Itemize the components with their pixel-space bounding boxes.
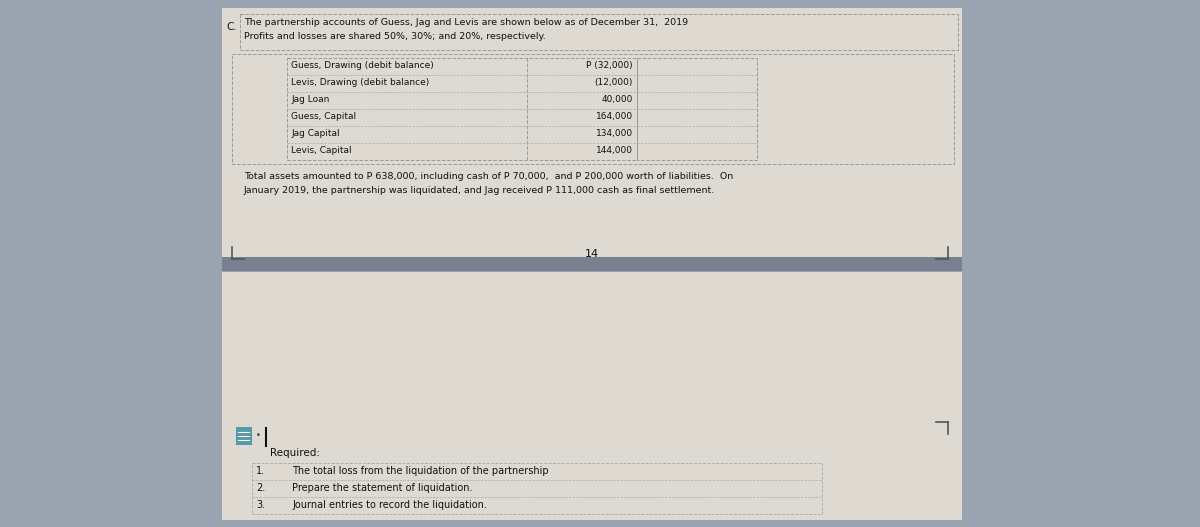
- Text: Guess, Drawing (debit balance): Guess, Drawing (debit balance): [292, 61, 433, 70]
- FancyBboxPatch shape: [222, 257, 962, 271]
- Text: C.: C.: [226, 22, 236, 32]
- Text: January 2019, the partnership was liquidated, and Jag received P 111,000 cash as: January 2019, the partnership was liquid…: [244, 186, 715, 195]
- Text: The total loss from the liquidation of the partnership: The total loss from the liquidation of t…: [292, 466, 548, 476]
- Text: Prepare the statement of liquidation.: Prepare the statement of liquidation.: [292, 483, 473, 493]
- Text: Levis, Drawing (debit balance): Levis, Drawing (debit balance): [292, 78, 430, 87]
- Text: 3.: 3.: [256, 500, 265, 510]
- FancyBboxPatch shape: [222, 8, 962, 263]
- Text: 144,000: 144,000: [596, 146, 634, 155]
- Text: Journal entries to record the liquidation.: Journal entries to record the liquidatio…: [292, 500, 487, 510]
- Text: •: •: [256, 432, 260, 441]
- Text: Levis, Capital: Levis, Capital: [292, 146, 352, 155]
- Text: Guess, Capital: Guess, Capital: [292, 112, 356, 121]
- Text: 40,000: 40,000: [601, 95, 634, 104]
- Text: Total assets amounted to P 638,000, including cash of P 70,000,  and P 200,000 w: Total assets amounted to P 638,000, incl…: [244, 172, 733, 181]
- Text: 164,000: 164,000: [596, 112, 634, 121]
- Text: 2.: 2.: [256, 483, 265, 493]
- Text: Profits and losses are shared 50%, 30%; and 20%, respectively.: Profits and losses are shared 50%, 30%; …: [244, 32, 546, 41]
- FancyBboxPatch shape: [222, 272, 962, 520]
- Text: Jag Loan: Jag Loan: [292, 95, 329, 104]
- Text: 14: 14: [584, 249, 599, 259]
- FancyBboxPatch shape: [236, 427, 252, 445]
- Text: The partnership accounts of Guess, Jag and Levis are shown below as of December : The partnership accounts of Guess, Jag a…: [244, 18, 688, 27]
- Text: 1.: 1.: [256, 466, 265, 476]
- Text: P (32,000): P (32,000): [587, 61, 634, 70]
- Text: 134,000: 134,000: [596, 129, 634, 138]
- Text: (12,000): (12,000): [595, 78, 634, 87]
- Text: Jag Capital: Jag Capital: [292, 129, 340, 138]
- Text: Required:: Required:: [270, 448, 320, 458]
